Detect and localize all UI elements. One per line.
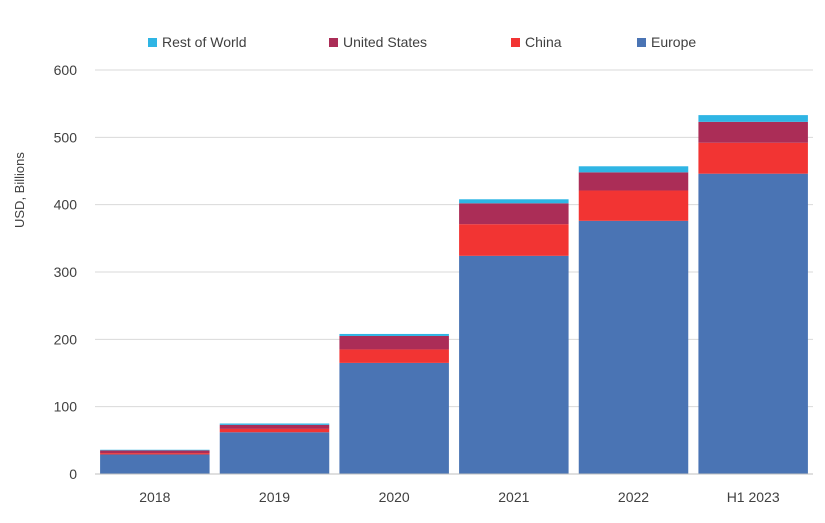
bar-segment [339,362,449,474]
bar-segment [459,199,569,204]
legend-swatch [329,37,338,47]
bar-segment [459,224,569,256]
legend-swatch [511,37,520,47]
bar-segment [339,335,449,350]
y-tick-label: 100 [54,399,78,415]
bar-segment [578,220,689,474]
legend-item: Europe [637,34,696,50]
legend-item: Rest of World [148,34,247,50]
bar-segment [339,333,449,336]
x-tick-label: 2022 [618,489,649,505]
axes: 0 100 200 300 400 500 600 2018 2019 2020 2021 2022 H… [54,62,813,505]
y-tick-label: 300 [54,264,78,280]
y-tick-label: 0 [69,466,77,482]
bar-segment [578,172,689,191]
bar-segment [339,349,449,363]
x-tick-label: 2018 [139,489,170,505]
bar-segment [698,142,808,174]
legend-swatch [637,37,646,47]
bars [100,115,808,474]
x-tick-label: H1 2023 [727,489,780,505]
x-tick-label: 2019 [259,489,290,505]
bar-segment [219,432,330,474]
bar-segment [100,449,210,451]
bar-segment [100,453,210,455]
legend-label: Europe [651,34,697,50]
bar-segment [698,121,808,143]
legend: Rest of World United States China Europe [0,34,825,54]
legend-label: China [525,34,562,50]
bar-segment [578,166,689,173]
y-tick-label: 400 [54,197,78,213]
gridlines [95,69,813,408]
bar-segment [459,255,569,474]
legend-label: Rest of World [162,34,247,50]
legend-swatch [148,37,157,47]
legend-item: China [511,34,562,50]
legend-item: United States [329,34,427,50]
bar-segment [459,203,569,225]
x-tick-label: 2020 [379,489,410,505]
x-tick-label: 2021 [498,489,529,505]
bar-segment [219,428,330,433]
bar-segment [100,454,210,474]
y-tick-label: 600 [54,62,78,78]
bar-segment [698,115,808,122]
y-tick-label: 200 [54,331,78,347]
y-tick-label: 500 [54,129,78,145]
bar-segment [219,424,330,429]
bar-segment [698,173,808,474]
bar-segment [578,190,689,221]
legend-label: United States [343,34,428,50]
bar-segment [100,450,210,454]
bar-segment [219,423,330,425]
y-axis-label: USD, Billions [12,152,27,228]
